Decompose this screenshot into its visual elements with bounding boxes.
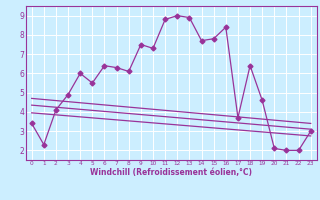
X-axis label: Windchill (Refroidissement éolien,°C): Windchill (Refroidissement éolien,°C)	[90, 168, 252, 177]
